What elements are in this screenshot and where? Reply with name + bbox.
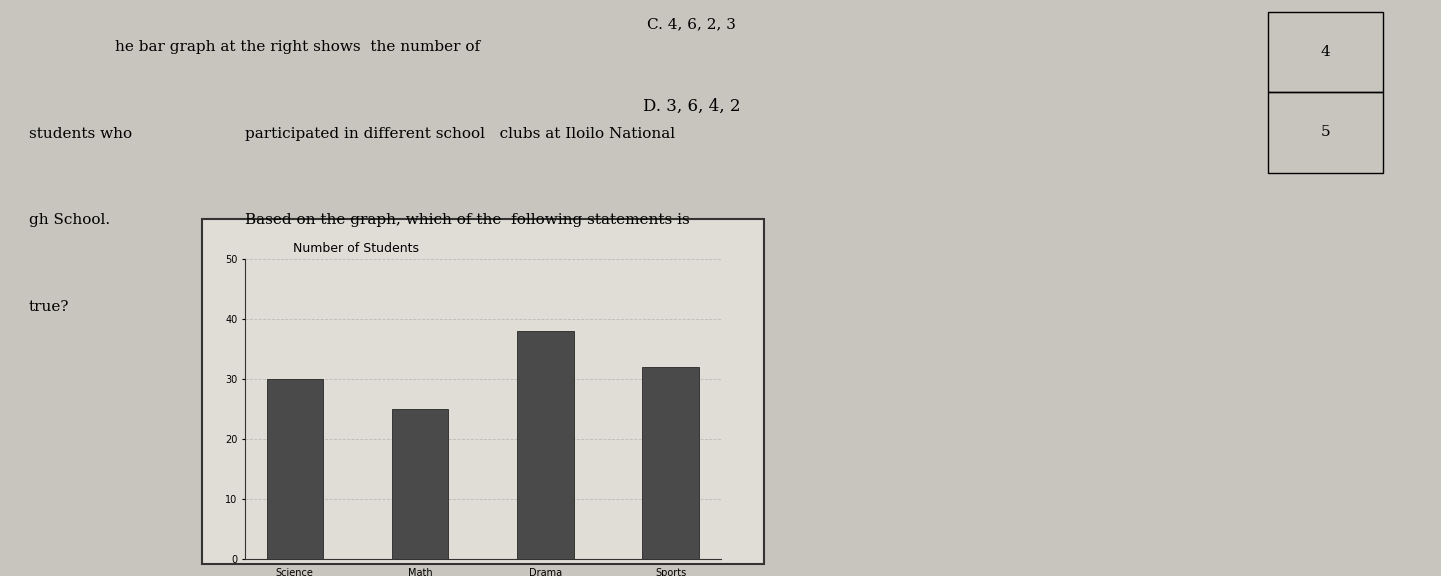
Bar <box>267 379 323 559</box>
Text: Number of Students: Number of Students <box>293 242 418 255</box>
Bar <box>1268 92 1383 173</box>
Text: participated in different school   clubs at Iloilo National: participated in different school clubs a… <box>245 127 674 141</box>
Text: Based on the graph, which of the  following statements is: Based on the graph, which of the followi… <box>245 213 690 227</box>
Bar <box>202 219 764 564</box>
Text: C. 4, 6, 2, 3: C. 4, 6, 2, 3 <box>647 17 736 31</box>
Bar <box>643 367 699 559</box>
Text: true?: true? <box>29 300 69 313</box>
Text: he bar graph at the right shows  the number of: he bar graph at the right shows the numb… <box>115 40 480 54</box>
Bar <box>1268 12 1383 92</box>
Text: D. 3, 6, 4, 2: D. 3, 6, 4, 2 <box>643 98 741 115</box>
Text: 5: 5 <box>1321 126 1330 139</box>
Text: students who: students who <box>29 127 133 141</box>
Bar <box>392 409 448 559</box>
Bar <box>517 331 574 559</box>
Text: 4: 4 <box>1321 45 1330 59</box>
Text: gh School.: gh School. <box>29 213 110 227</box>
